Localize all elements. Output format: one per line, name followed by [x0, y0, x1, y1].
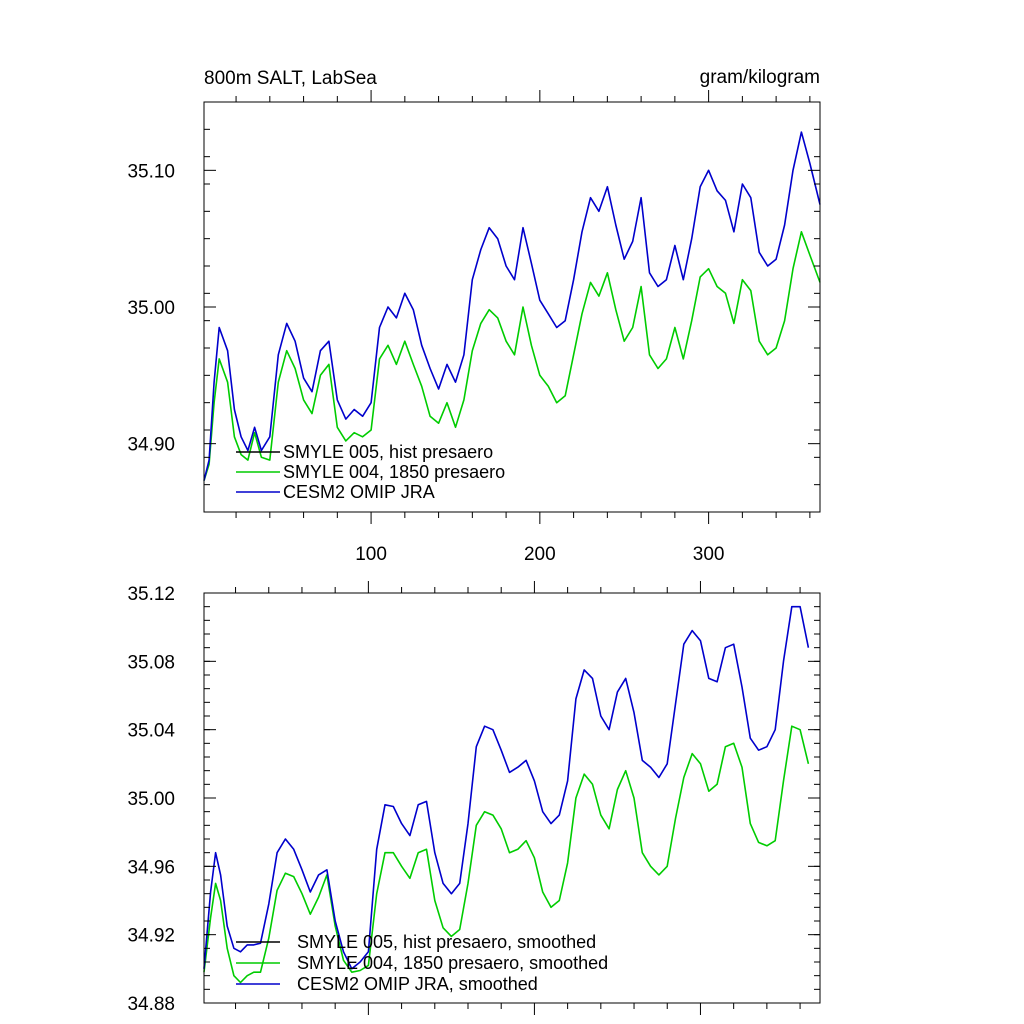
y-tick-label: 35.00: [127, 789, 175, 810]
series-line-smyle-004-1850-presaero-smoothed: [203, 725, 810, 984]
bottom-panel-salinity-smoothed: 34.88 34.92 34.96 35.00 35.04 35.08 35.12 SMYLE…: [127, 581, 821, 1015]
legend-label-cesm2-omip-jra-smoothed: CESM2 OMIP JRA, smoothed: [297, 974, 538, 994]
series-line-cesm2-omip-jra: [203, 131, 821, 481]
y-tick-label: 35.04: [127, 721, 175, 742]
legend-label-cesm2-omip-jra: CESM2 OMIP JRA: [283, 482, 435, 502]
legend-label-smyle-005-hist-presaero: SMYLE 005, hist presaero: [283, 442, 493, 462]
y-tick-label: 34.96: [127, 857, 175, 878]
chart-title: 800m SALT, LabSea: [204, 68, 377, 89]
chart-units: gram/kilogram: [700, 67, 820, 88]
y-tick-label: 35.12: [127, 584, 175, 605]
legend-label-smyle-005-hist-presaero-smoothed: SMYLE 005, hist presaero, smoothed: [297, 932, 596, 952]
x-tick-label: 200: [524, 544, 556, 565]
y-tick-label: 34.88: [127, 994, 175, 1015]
y-tick-label: 35.08: [127, 652, 175, 673]
x-tick-label: 100: [355, 544, 387, 565]
y-tick-label: 35.10: [127, 161, 175, 182]
y-tick-label: 34.90: [127, 435, 175, 456]
x-tick-label: 300: [693, 544, 725, 565]
series-line-smyle-004-1850-presaero: [203, 231, 821, 481]
legend-label-smyle-004-1850-presaero-smoothed: SMYLE 004, 1850 presaero, smoothed: [297, 953, 608, 973]
y-tick-label: 34.92: [127, 926, 175, 947]
y-tick-label: 35.00: [127, 298, 175, 319]
legend-label-smyle-004-1850-presaero: SMYLE 004, 1850 presaero: [283, 462, 505, 482]
series-line-cesm2-omip-jra-smoothed: [203, 605, 810, 970]
top-panel-salinity-raw: 34.90 35.00 35.10 100 200 300 SMYLE 005, hist …: [127, 90, 821, 565]
